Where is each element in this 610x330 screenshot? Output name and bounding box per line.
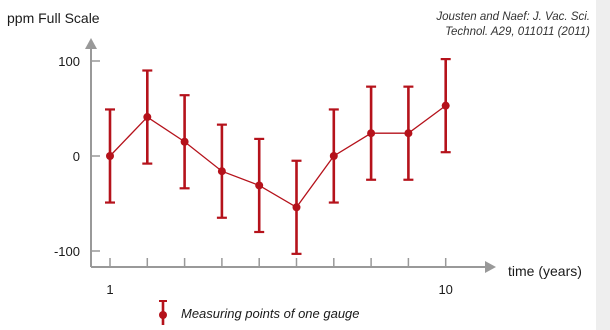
citation-text: Jousten and Naef: J. Vac. Sci. Technol. …	[436, 11, 590, 38]
y-tick-label: -100	[54, 244, 80, 259]
data-point	[441, 101, 450, 110]
series-line	[109, 105, 447, 209]
y-tick-label: 100	[58, 54, 80, 69]
data-point	[292, 203, 301, 212]
axes: 100 0 -100 1 10	[54, 38, 496, 297]
data-point	[217, 167, 226, 176]
x-axis-label: time (years)	[508, 263, 582, 279]
data-point	[367, 129, 376, 138]
data-point	[106, 152, 114, 160]
data-point	[404, 129, 413, 138]
y-axis-label: ppm Full Scale	[7, 10, 100, 26]
x-axis-arrow	[485, 261, 496, 273]
data-point	[180, 137, 189, 146]
legend-label: Measuring points of one gauge	[181, 306, 360, 321]
x-tick-label: 1	[106, 282, 113, 297]
y-tick-label: 0	[73, 149, 80, 164]
data-point	[255, 181, 264, 190]
x-tick-label: 10	[438, 282, 452, 297]
y-axis-arrow	[85, 38, 97, 49]
data-point	[329, 152, 338, 160]
legend-marker-dot	[159, 311, 167, 319]
series-layer	[105, 57, 451, 325]
right-edge-panel	[596, 0, 610, 330]
data-point	[143, 113, 152, 122]
